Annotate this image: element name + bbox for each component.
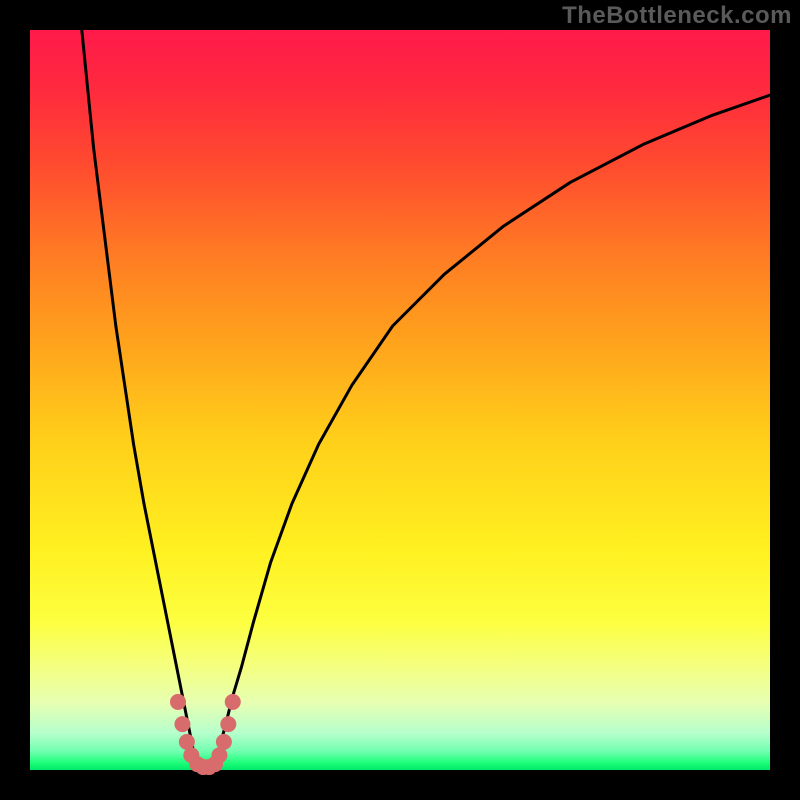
optimal-marker: [220, 716, 236, 732]
bottleneck-chart: [0, 0, 800, 800]
watermark-text: TheBottleneck.com: [562, 2, 792, 30]
optimal-marker: [225, 694, 241, 710]
optimal-marker: [174, 716, 190, 732]
optimal-marker: [216, 734, 232, 750]
optimal-marker: [170, 694, 186, 710]
plot-background: [30, 30, 770, 770]
chart-container: TheBottleneck.com: [0, 0, 800, 800]
